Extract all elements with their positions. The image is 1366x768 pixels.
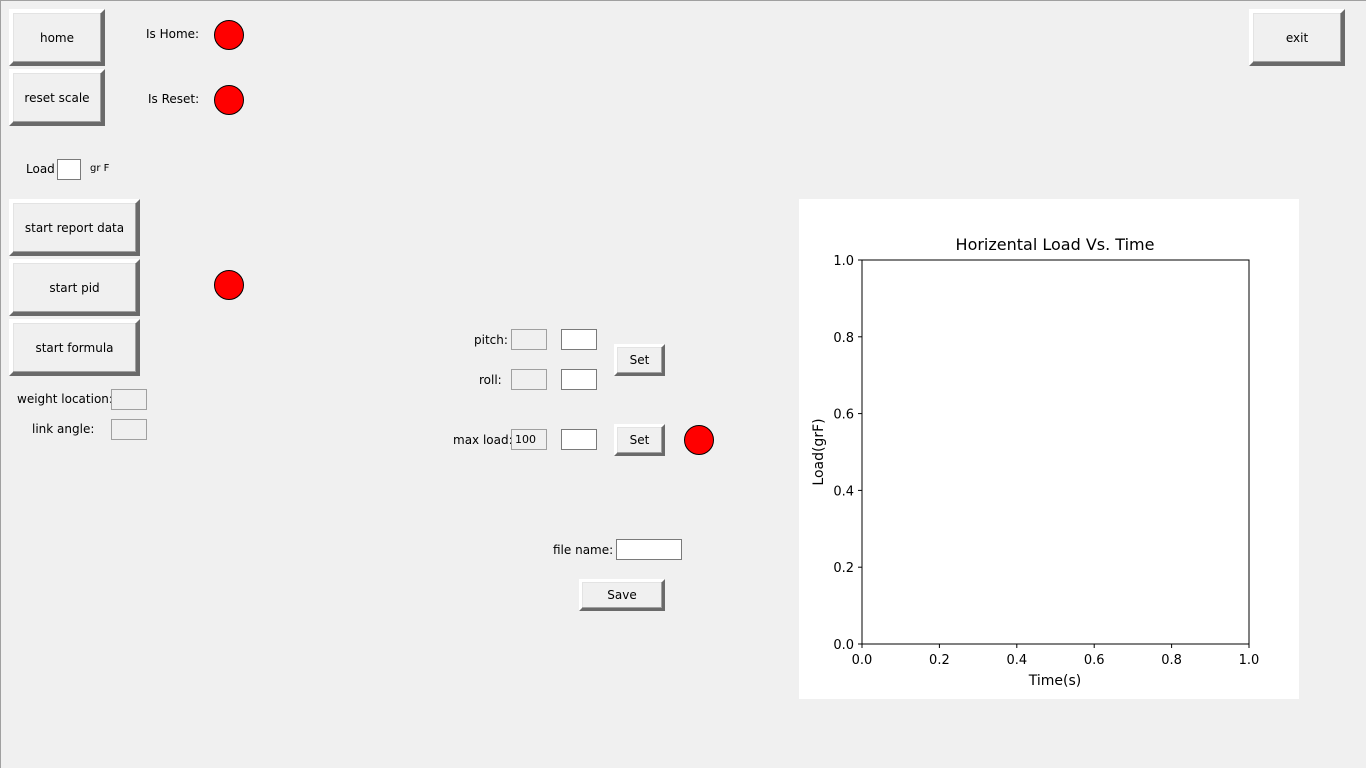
set-max-load-button[interactable]: Set bbox=[614, 424, 665, 456]
file-name-field[interactable] bbox=[616, 539, 682, 560]
chart-title: Horizental Load Vs. Time bbox=[956, 235, 1155, 254]
roll-current-field bbox=[511, 369, 547, 390]
is-reset-label: Is Reset: bbox=[148, 92, 200, 106]
x-tick-label: 0.0 bbox=[852, 653, 873, 668]
x-axis-label: Time(s) bbox=[1028, 673, 1081, 689]
chart-panel: 0.0 0.2 0.4 0.6 0.8 1.0 0.0 0.2 0.4 0.6 0.8 1.0 Ho… bbox=[799, 199, 1299, 699]
exit-button[interactable]: exit bbox=[1249, 9, 1345, 66]
plot-area-frame bbox=[861, 259, 1250, 645]
y-tick-label: 0.4 bbox=[833, 484, 854, 499]
x-tick-label: 0.4 bbox=[1006, 653, 1027, 668]
x-axis-ticks: 0.0 0.2 0.4 0.6 0.8 1.0 bbox=[852, 644, 1260, 668]
file-name-label: file name: bbox=[553, 543, 614, 557]
load-unit-label: gr F bbox=[90, 163, 110, 174]
weight-location-label: weight location: bbox=[17, 392, 113, 406]
x-tick-label: 0.8 bbox=[1161, 653, 1182, 668]
load-field[interactable] bbox=[57, 159, 81, 180]
start-formula-button-label: start formula bbox=[35, 340, 114, 355]
y-tick-label: 1.0 bbox=[833, 254, 854, 269]
max-load-current-field bbox=[511, 429, 547, 450]
set-max-load-button-label: Set bbox=[629, 433, 650, 447]
pitch-current-field bbox=[511, 329, 547, 350]
y-tick-label: 0.6 bbox=[833, 408, 854, 423]
set-angles-button-label: Set bbox=[629, 353, 650, 367]
load-time-chart: 0.0 0.2 0.4 0.6 0.8 1.0 0.0 0.2 0.4 0.6 0.8 1.0 Ho… bbox=[811, 235, 1260, 689]
weight-location-field bbox=[111, 389, 147, 410]
load-label: Load bbox=[26, 162, 55, 176]
roll-input[interactable] bbox=[561, 369, 597, 390]
save-button-label: Save bbox=[607, 588, 637, 602]
start-pid-button-label: start pid bbox=[49, 280, 100, 295]
reset-scale-button[interactable]: reset scale bbox=[9, 69, 105, 126]
exit-button-label: exit bbox=[1285, 30, 1309, 45]
start-formula-button[interactable]: start formula bbox=[9, 319, 140, 376]
pitch-label: pitch: bbox=[474, 333, 508, 347]
y-tick-label: 0.2 bbox=[833, 561, 854, 576]
y-axis-ticks: 0.0 0.2 0.4 0.6 0.8 1.0 bbox=[833, 254, 862, 653]
x-tick-label: 0.2 bbox=[929, 653, 950, 668]
max-load-input[interactable] bbox=[561, 429, 597, 450]
reset-scale-button-label: reset scale bbox=[24, 90, 90, 105]
max-load-indicator bbox=[684, 425, 714, 455]
link-angle-field bbox=[111, 419, 147, 440]
is-home-label: Is Home: bbox=[146, 27, 200, 41]
max-load-label: max load: bbox=[453, 433, 513, 447]
y-tick-label: 0.8 bbox=[833, 331, 854, 346]
roll-label: roll: bbox=[479, 373, 502, 387]
start-pid-button[interactable]: start pid bbox=[9, 259, 140, 316]
x-tick-label: 1.0 bbox=[1239, 653, 1260, 668]
save-button[interactable]: Save bbox=[579, 579, 665, 611]
x-tick-label: 0.6 bbox=[1084, 653, 1105, 668]
pid-status-indicator bbox=[214, 270, 244, 300]
home-button-label: home bbox=[39, 30, 75, 45]
set-angles-button[interactable]: Set bbox=[614, 344, 665, 376]
y-axis-label: Load(grF) bbox=[811, 418, 827, 485]
home-button[interactable]: home bbox=[9, 9, 105, 66]
pitch-input[interactable] bbox=[561, 329, 597, 350]
start-report-data-button-label: start report data bbox=[24, 220, 125, 235]
link-angle-label: link angle: bbox=[32, 422, 95, 436]
start-report-data-button[interactable]: start report data bbox=[9, 199, 140, 256]
y-tick-label: 0.0 bbox=[833, 638, 854, 653]
is-home-indicator bbox=[214, 20, 244, 50]
is-reset-indicator bbox=[214, 85, 244, 115]
